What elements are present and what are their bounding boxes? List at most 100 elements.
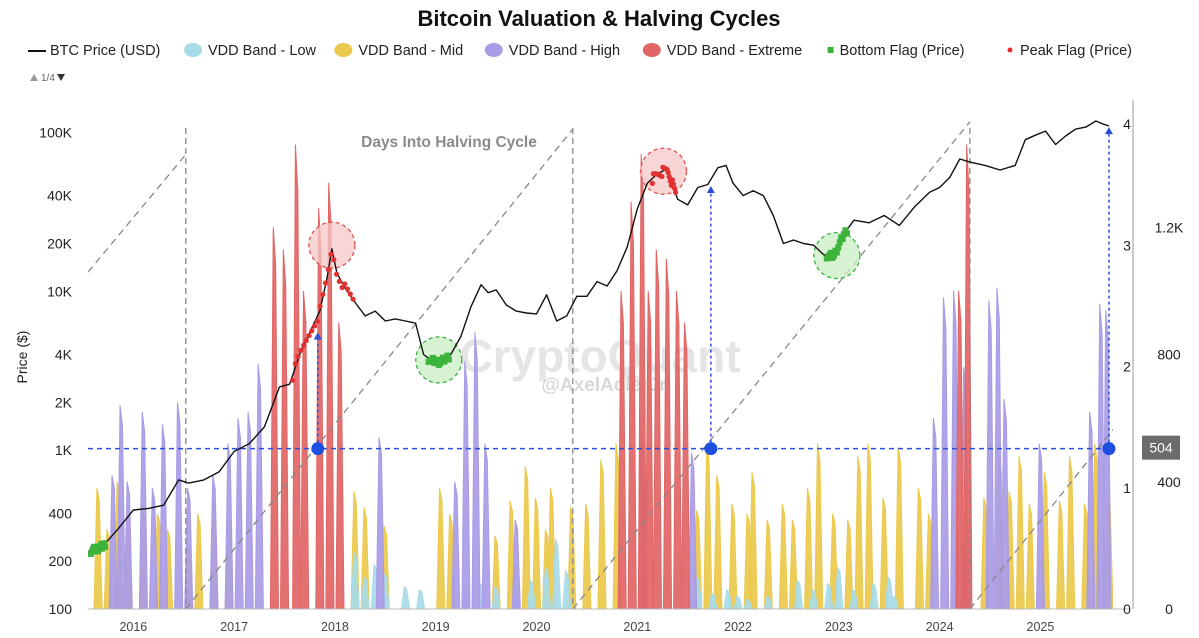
bottom-flag-marker xyxy=(429,354,436,361)
cycle-line xyxy=(185,128,574,609)
legend-swatch-blob xyxy=(484,43,503,57)
peak-flag-marker xyxy=(320,292,326,298)
vdd-band-spike xyxy=(461,360,471,609)
legend-swatch-square xyxy=(827,47,834,53)
vdd-band-spike xyxy=(652,249,662,609)
peak-flag-marker xyxy=(300,342,307,348)
y-axis-vdd-ticks: 1.2K 800 400 0 xyxy=(1155,219,1184,617)
y-tick-label-cycle: 3 xyxy=(1123,237,1131,253)
vdd-band-spike xyxy=(567,507,577,609)
vdd-band-spike xyxy=(234,418,244,609)
vdd-band-spike xyxy=(703,443,713,609)
bottom-flag-marker xyxy=(839,236,846,243)
y-tick-label-vdd: 1.2K xyxy=(1155,219,1184,235)
vdd-band-spike xyxy=(864,443,874,609)
peak-flag-marker xyxy=(331,257,337,263)
peak-flag-marker xyxy=(670,181,677,187)
crossing-arrow-head xyxy=(313,332,322,340)
vdd-band-spike xyxy=(269,227,279,609)
bottom-flag-marker xyxy=(101,540,108,547)
vdd-band-spike xyxy=(869,582,879,609)
vdd-band-spike xyxy=(350,551,360,609)
y-tick-label-left: 100 xyxy=(49,601,73,617)
legend-item: VDD Band - Mid xyxy=(334,43,463,59)
y-tick-label-vdd: 0 xyxy=(1165,601,1173,617)
x-tick-label: 2018 xyxy=(321,620,349,634)
bottom-flag-marker xyxy=(833,249,840,256)
peak-flag-marker xyxy=(322,280,329,286)
vdd-band-spike xyxy=(416,588,426,609)
vdd-band-spike xyxy=(809,588,819,609)
legend-label: BTC Price (USD) xyxy=(50,43,160,59)
vdd-band-spike xyxy=(159,424,169,609)
cycle-line xyxy=(969,429,1113,609)
vdd-band-spike xyxy=(1102,309,1112,609)
vdd-bands xyxy=(93,144,1113,609)
vdd-band-spike xyxy=(184,488,194,609)
halving-lines xyxy=(185,128,971,609)
legend-label: VDD Band - Mid xyxy=(358,43,463,59)
legend-label: VDD Band - Low xyxy=(208,43,317,59)
y-tick-label-left: 100K xyxy=(39,124,72,140)
vdd-band-spike xyxy=(542,565,552,609)
legend-label: VDD Band - Extreme xyxy=(667,43,802,59)
reference-badge: 504 xyxy=(1142,435,1180,460)
peak-flag-marker xyxy=(317,303,323,309)
vdd-band-spike xyxy=(1086,411,1096,609)
cycle-lines xyxy=(88,121,1113,609)
y-axis-left-ticks: 100K 40K 20K 10K 4K 2K 1K 400 200 100 xyxy=(39,124,72,617)
vdd-band-spike xyxy=(400,585,411,609)
legend: BTC Price (USD) VDD Band - Low VDD Band - … xyxy=(28,43,1132,59)
vdd-band-spike xyxy=(552,538,562,609)
x-tick-label: 2024 xyxy=(926,620,954,634)
y-tick-label-left: 400 xyxy=(49,505,73,521)
vdd-band-spike xyxy=(292,144,302,609)
x-axis-ticks: 2016 2017 2018 2019 2020 2021 2022 2023 2024 2025 xyxy=(119,620,1054,634)
peak-flag-marker xyxy=(289,377,296,383)
watermark: CryptoQuant xyxy=(459,330,740,382)
vdd-band-spike xyxy=(955,290,965,609)
vdd-band-spike xyxy=(375,437,385,609)
vdd-band-spike xyxy=(531,497,542,609)
x-tick-label: 2022 xyxy=(724,620,752,634)
peak-flag-marker xyxy=(309,328,315,334)
bottom-flag-marker xyxy=(836,239,843,246)
vdd-band-spike xyxy=(138,411,148,609)
bottom-flag-marker xyxy=(445,356,452,363)
crossing-marker-dot xyxy=(311,442,325,456)
vdd-band-spike xyxy=(849,588,859,609)
vdd-band-spike xyxy=(521,465,531,609)
bottom-flag-marker xyxy=(434,356,441,363)
vdd-band-spike xyxy=(788,519,799,609)
vdd-band-spike xyxy=(1015,456,1025,609)
legend-swatch-blob xyxy=(184,43,202,57)
peak-flag-marker xyxy=(311,323,318,329)
legend-swatch-blob xyxy=(334,43,353,57)
vdd-band-spike xyxy=(209,475,219,609)
vdd-band-spike xyxy=(914,488,925,609)
peak-flag-marker xyxy=(314,318,320,324)
crossing-arrow-head xyxy=(1104,127,1113,135)
y-tick-label-left: 1K xyxy=(55,442,73,458)
vdd-band-spike xyxy=(1035,443,1045,609)
vdd-band-spike xyxy=(733,595,743,609)
vdd-band-spike xyxy=(451,481,461,609)
legend-item: Bottom Flag (Price) xyxy=(827,43,965,59)
chart-title: Bitcoin Valuation & Halving Cycles xyxy=(417,6,780,31)
vdd-band-spike xyxy=(844,519,854,609)
vdd-band-spike xyxy=(244,411,254,609)
vdd-band-spike xyxy=(1025,503,1035,609)
pager-down-icon xyxy=(57,74,65,81)
vdd-band-spike xyxy=(254,363,264,609)
y-axis-title: Price ($) xyxy=(14,331,30,384)
vdd-band-spike xyxy=(879,497,889,609)
vdd-band-spike xyxy=(360,575,370,609)
y-axis-cycle-ticks: 4 3 2 1 0 xyxy=(1123,116,1131,617)
bottom-flag-marker xyxy=(441,358,448,365)
peak-flag-marker xyxy=(347,291,353,297)
vdd-band-spike xyxy=(108,475,118,609)
y-tick-label-cycle: 4 xyxy=(1123,116,1131,132)
peak-flag-marker xyxy=(671,185,678,191)
vdd-band-spike xyxy=(894,446,904,609)
